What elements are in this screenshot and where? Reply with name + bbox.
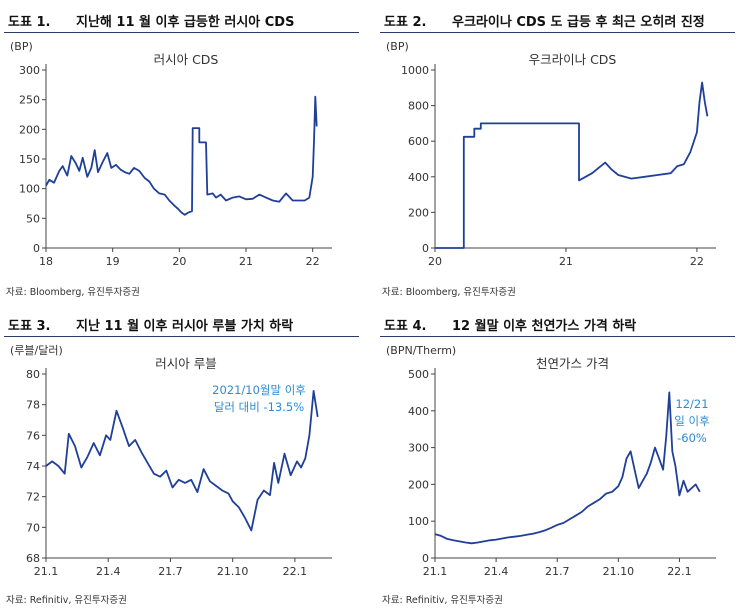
- chart-title: 러시아 CDS: [154, 52, 219, 67]
- y-tick-label: 250: [19, 94, 40, 107]
- y-unit-label: (BPN/Therm): [386, 344, 456, 357]
- x-tick-label: 21.7: [158, 565, 183, 578]
- y-tick-label: 300: [19, 64, 40, 77]
- x-tick-label: 19: [106, 255, 120, 268]
- chart-title: 천연가스 가격: [536, 356, 609, 371]
- header-rule: [380, 336, 735, 337]
- y-tick-label: 400: [408, 405, 429, 418]
- x-tick-label: 20: [428, 255, 442, 268]
- y-tick-label: 74: [26, 460, 40, 473]
- panel-1: 도표 1. 지난해 11 월 이후 급등한 러시아 CDS (BP) 러시아 CD…: [4, 6, 359, 306]
- x-tick-label: 21: [559, 255, 573, 268]
- y-tick-label: 70: [26, 521, 40, 534]
- panel-header: 도표 4. 12 월말 이후 천연가스 가격 하락: [380, 310, 735, 337]
- y-tick-label: 78: [26, 399, 40, 412]
- y-tick-label: 300: [408, 442, 429, 455]
- y-tick-label: 200: [19, 123, 40, 136]
- y-tick-label: 400: [408, 171, 429, 184]
- x-tick-label: 21.10: [603, 565, 635, 578]
- header-rule: [4, 336, 359, 337]
- x-tick-label: 22: [690, 255, 704, 268]
- y-tick-label: 600: [408, 135, 429, 148]
- annotation-text: 2021/10월말 이후: [212, 383, 306, 397]
- panel-header: 도표 2. 우크라이나 CDS 도 급등 후 최근 오히려 진정: [380, 6, 735, 33]
- y-tick-label: 150: [19, 153, 40, 166]
- annotation-text: -60%: [677, 431, 707, 445]
- x-tick-label: 21: [239, 255, 253, 268]
- annotation-text: 12/21: [675, 397, 708, 411]
- chart-russia-cds: (BP) 러시아 CDS 0 50 100 150 200 250 300 18 19 20 21 22: [10, 40, 332, 268]
- x-tick-label: 21.4: [96, 565, 121, 578]
- y-unit-label: (BP): [10, 40, 33, 53]
- x-tick-label: 21.1: [34, 565, 59, 578]
- y-tick-label: 72: [26, 491, 40, 504]
- panel-2: 도표 2. 우크라이나 CDS 도 급등 후 최근 오히려 진정 (BP) 우크라…: [380, 6, 735, 306]
- panel-header: 도표 1. 지난해 11 월 이후 급등한 러시아 CDS: [4, 6, 359, 33]
- x-tick-label: 18: [39, 255, 53, 268]
- chart-natural-gas: (BPN/Therm) 천연가스 가격 0 100 200 300 400 500 21.1 21…: [386, 344, 716, 578]
- figure-title: 지난해 11 월 이후 급등한 러시아 CDS: [76, 15, 295, 30]
- y-tick-label: 100: [19, 183, 40, 196]
- y-tick-label: 80: [26, 368, 40, 381]
- series-line: [434, 391, 701, 545]
- x-tick-label: 22.1: [667, 565, 692, 578]
- figure-label: 도표 4.: [384, 319, 427, 334]
- y-tick-label: 50: [26, 212, 40, 225]
- x-tick-label: 21.4: [484, 565, 509, 578]
- figure-label: 도표 2.: [384, 15, 427, 30]
- y-tick-label: 68: [26, 552, 40, 565]
- series-line: [45, 390, 319, 532]
- y-tick-label: 76: [26, 429, 40, 442]
- y-tick-label: 100: [408, 515, 429, 528]
- x-tick-label: 22: [306, 255, 320, 268]
- y-tick-label: 200: [408, 478, 429, 491]
- panel-header: 도표 3. 지난 11 월 이후 러시아 루블 가치 하락: [4, 310, 359, 337]
- chart-ukraine-cds: (BP) 우크라이나 CDS 0 200 400 600 800 1000 20 21 22: [386, 40, 716, 268]
- chart-ruble: (루블/달러) 러시아 루블 68 70 72 74 76 78 80 21.1 21.4 21.7 2…: [10, 344, 332, 578]
- figure-title: 우크라이나 CDS 도 급등 후 최근 오히려 진정: [452, 15, 705, 30]
- header-rule: [380, 32, 735, 33]
- source-note: 자료: Refinitiv, 유진투자증권: [6, 595, 127, 606]
- y-unit-label: (BP): [386, 40, 409, 53]
- figure-label: 도표 3.: [8, 319, 51, 334]
- x-tick-label: 21.7: [545, 565, 570, 578]
- x-tick-label: 22.1: [283, 565, 308, 578]
- x-tick-label: 20: [172, 255, 186, 268]
- annotation-text: 일 이후: [674, 414, 709, 428]
- x-tick-label: 21.1: [423, 565, 448, 578]
- y-tick-label: 0: [33, 242, 40, 255]
- figure-title: 12 월말 이후 천연가스 가격 하락: [452, 319, 637, 334]
- series-line: [45, 95, 318, 216]
- figure-label: 도표 1.: [8, 15, 51, 30]
- panel-3: 도표 3. 지난 11 월 이후 러시아 루블 가치 하락 (루블/달러) 러시아…: [4, 310, 359, 610]
- y-tick-label: 500: [408, 368, 429, 381]
- y-tick-label: 0: [422, 552, 429, 565]
- chart-title: 우크라이나 CDS: [529, 52, 617, 67]
- y-unit-label: (루블/달러): [10, 344, 63, 357]
- y-tick-label: 0: [422, 242, 429, 255]
- y-tick-label: 800: [408, 100, 429, 113]
- source-note: 자료: Bloomberg, 유진투자증권: [382, 287, 516, 298]
- y-tick-label: 200: [408, 206, 429, 219]
- header-rule: [4, 32, 359, 33]
- figure-title: 지난 11 월 이후 러시아 루블 가치 하락: [76, 319, 294, 334]
- series-line: [435, 81, 709, 249]
- panel-4: 도표 4. 12 월말 이후 천연가스 가격 하락 (BPN/Therm) 천연가…: [380, 310, 735, 610]
- source-note: 자료: Refinitiv, 유진투자증권: [382, 595, 503, 606]
- annotation-text: 달러 대비 -13.5%: [214, 400, 304, 414]
- source-note: 자료: Bloomberg, 유진투자증권: [6, 287, 140, 298]
- x-tick-label: 21.10: [217, 565, 249, 578]
- y-tick-label: 1000: [401, 64, 429, 77]
- chart-title: 러시아 루블: [155, 356, 216, 371]
